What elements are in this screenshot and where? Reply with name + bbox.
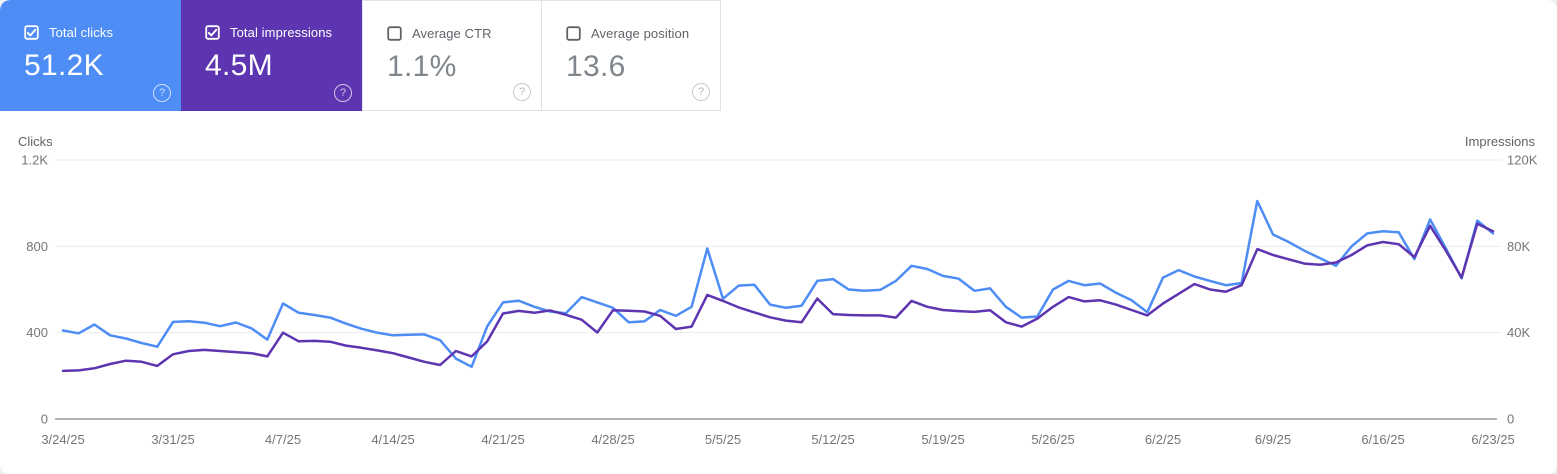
metric-card-average-position[interactable]: Average position 13.6 ? bbox=[541, 0, 721, 111]
x-axis-tick: 4/7/25 bbox=[265, 432, 301, 447]
x-axis-tick: 5/26/25 bbox=[1031, 432, 1074, 447]
metric-card-total-impressions[interactable]: Total impressions 4.5M ? bbox=[181, 0, 362, 111]
metric-card-header: Average position bbox=[566, 26, 720, 41]
x-axis-tick: 4/28/25 bbox=[591, 432, 634, 447]
x-axis-tick: 6/16/25 bbox=[1361, 432, 1404, 447]
left-axis-title: Clicks bbox=[18, 134, 53, 149]
right-axis-tick: 120K bbox=[1507, 153, 1538, 168]
x-axis-tick: 4/21/25 bbox=[481, 432, 524, 447]
x-axis-tick: 3/24/25 bbox=[41, 432, 84, 447]
metric-card-header: Total impressions bbox=[205, 25, 362, 40]
metric-label: Average position bbox=[591, 26, 690, 41]
x-axis-tick: 5/12/25 bbox=[811, 432, 854, 447]
metric-card-average-ctr[interactable]: Average CTR 1.1% ? bbox=[362, 0, 542, 111]
metric-value: 1.1% bbox=[387, 50, 457, 83]
x-axis-tick: 6/23/25 bbox=[1471, 432, 1514, 447]
metric-card-header: Total clicks bbox=[24, 25, 181, 40]
left-axis-tick: 800 bbox=[26, 239, 48, 254]
metric-cards-row: Total clicks 51.2K ? Total impressions 4… bbox=[0, 0, 721, 111]
x-axis-tick: 4/14/25 bbox=[371, 432, 414, 447]
right-axis-tick: 80K bbox=[1507, 239, 1530, 254]
right-axis-tick: 0 bbox=[1507, 412, 1514, 427]
metric-label: Average CTR bbox=[412, 26, 492, 41]
clicks-line bbox=[61, 199, 1495, 369]
metric-label: Total impressions bbox=[230, 25, 333, 40]
help-icon[interactable]: ? bbox=[513, 83, 531, 101]
impressions-line bbox=[61, 222, 1495, 373]
help-icon[interactable]: ? bbox=[334, 84, 352, 102]
left-axis-tick: 400 bbox=[26, 325, 48, 340]
x-axis-tick: 5/19/25 bbox=[921, 432, 964, 447]
left-axis-tick: 1.2K bbox=[21, 153, 48, 168]
x-axis-tick: 6/2/25 bbox=[1145, 432, 1181, 447]
metric-value: 4.5M bbox=[205, 49, 273, 82]
metric-value: 51.2K bbox=[24, 49, 104, 82]
checkbox-checked-icon[interactable] bbox=[205, 25, 220, 40]
metric-card-total-clicks[interactable]: Total clicks 51.2K ? bbox=[0, 0, 181, 111]
checkbox-unchecked-icon[interactable] bbox=[566, 26, 581, 41]
x-axis-tick: 3/31/25 bbox=[151, 432, 194, 447]
checkbox-unchecked-icon[interactable] bbox=[387, 26, 402, 41]
right-axis-tick: 40K bbox=[1507, 325, 1530, 340]
help-icon[interactable]: ? bbox=[692, 83, 710, 101]
left-axis-tick: 0 bbox=[41, 412, 48, 427]
x-axis-tick: 5/5/25 bbox=[705, 432, 741, 447]
metric-card-header: Average CTR bbox=[387, 26, 541, 41]
x-axis-tick: 6/9/25 bbox=[1255, 432, 1291, 447]
checkbox-checked-icon[interactable] bbox=[24, 25, 39, 40]
metric-value: 13.6 bbox=[566, 50, 626, 83]
metric-label: Total clicks bbox=[49, 25, 114, 40]
help-icon[interactable]: ? bbox=[153, 84, 171, 102]
right-axis-title: Impressions bbox=[1464, 134, 1535, 149]
